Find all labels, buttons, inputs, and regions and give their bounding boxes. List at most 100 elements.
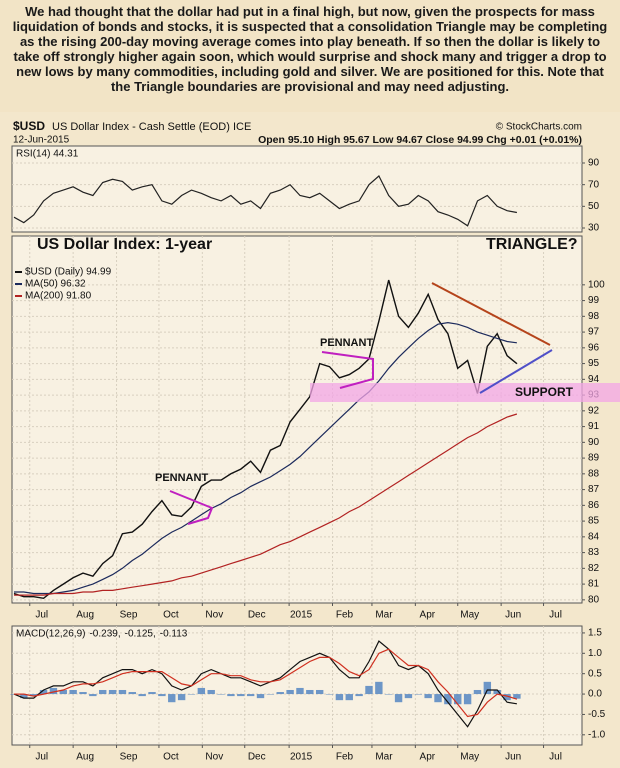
series-line <box>14 413 518 596</box>
x-tick-label: 2015 <box>290 610 313 621</box>
histogram-bar <box>335 694 344 701</box>
y-tick-label: 0.0 <box>588 689 602 700</box>
series-line <box>13 279 518 600</box>
y-tick-label: 1.5 <box>588 628 602 639</box>
x-tick-label: Dec <box>248 752 266 763</box>
histogram-bar <box>177 694 186 701</box>
histogram-bar <box>315 689 324 695</box>
x-tick-label: Feb <box>336 752 354 763</box>
commentary: We had thought that the dollar had put i… <box>12 4 608 94</box>
y-tick-label: 94 <box>588 374 600 385</box>
legend-label: MA(50) 96.32 <box>25 279 86 290</box>
histogram-bar <box>286 689 294 695</box>
x-tick-label: Aug <box>76 610 94 621</box>
histogram-bar <box>89 694 97 697</box>
x-tick-label: Mar <box>375 752 393 763</box>
x-tick-label: Oct <box>163 752 179 763</box>
panel-label: MACD(12,26,9) <box>16 629 85 640</box>
series-line <box>13 175 518 227</box>
y-tick-label: 100 <box>588 279 605 290</box>
histogram-bar <box>118 689 127 695</box>
y-tick-label: 89 <box>588 453 600 464</box>
x-tick-label: Jun <box>505 752 521 763</box>
x-tick-label: Sep <box>120 752 138 763</box>
pennant <box>169 490 214 525</box>
histogram-bar <box>148 692 156 695</box>
histogram-bar <box>246 694 255 697</box>
y-tick-label: 30 <box>588 223 600 234</box>
histogram-bar <box>108 689 117 695</box>
histogram-bar <box>454 694 462 705</box>
histogram-bar <box>473 689 482 695</box>
y-tick-label: 0.5 <box>588 668 602 679</box>
histogram-bar <box>128 692 137 695</box>
y-tick-label: 96 <box>588 342 600 353</box>
y-tick-label: 95 <box>588 358 600 369</box>
x-tick-label: Jun <box>505 610 521 621</box>
histogram-bar <box>69 689 77 695</box>
panel <box>11 625 583 746</box>
y-tick-label: 91 <box>588 421 600 432</box>
x-tick-label: Sep <box>120 610 138 621</box>
histogram-bar <box>207 689 215 695</box>
histogram-bar <box>325 694 334 695</box>
histogram-bar <box>355 694 363 697</box>
y-tick-label: 84 <box>588 531 600 542</box>
histogram-bar <box>296 687 304 695</box>
y-tick-label: -1.0 <box>588 729 606 740</box>
histogram-bar <box>345 694 353 701</box>
triangle-lower <box>479 349 553 394</box>
y-tick-label: 50 <box>588 201 600 212</box>
x-tick-label: Apr <box>420 752 436 763</box>
histogram-bar <box>168 694 176 703</box>
x-tick-label: Jul <box>549 752 562 763</box>
histogram-bar <box>483 681 492 695</box>
y-tick-label: 82 <box>588 563 600 574</box>
legend-label: $USD (Daily) 94.99 <box>25 267 112 278</box>
y-tick-label: 1.0 <box>588 648 602 659</box>
histogram-bar <box>138 694 146 697</box>
source: © StockCharts.com <box>496 122 582 133</box>
x-tick-label: Mar <box>375 610 393 621</box>
x-tick-label: Feb <box>336 610 354 621</box>
symbol: $USD <box>13 119 45 133</box>
y-tick-label: 97 <box>588 327 600 338</box>
histogram-bar <box>79 692 87 695</box>
histogram-bar <box>29 694 38 697</box>
annotation: TRIANGLE? <box>486 236 578 253</box>
histogram-bar <box>404 694 413 699</box>
histogram-bar <box>414 694 422 695</box>
histogram-bar <box>237 694 245 697</box>
panel-label: RSI(14) 44.31 <box>16 149 79 160</box>
histogram-bar <box>256 694 265 699</box>
histogram-bar <box>49 687 58 695</box>
annotation: US Dollar Index: 1-year <box>37 236 212 253</box>
histogram-bar <box>227 694 235 697</box>
legend-label: -0.239, <box>89 629 120 640</box>
histogram-bar <box>444 694 452 705</box>
y-tick-label: 87 <box>588 484 600 495</box>
annotation: PENNANT <box>320 337 373 349</box>
pennant <box>321 351 374 389</box>
x-tick-label: May <box>460 610 479 621</box>
histogram-bar <box>158 694 166 697</box>
y-tick-label: 98 <box>588 311 600 322</box>
histogram-bar <box>463 694 472 705</box>
y-tick-label: 83 <box>588 547 600 558</box>
y-tick-label: 81 <box>588 579 600 590</box>
x-tick-label: Jul <box>35 752 48 763</box>
series-line <box>13 640 517 728</box>
y-tick-label: 85 <box>588 516 600 527</box>
y-tick-label: 99 <box>588 295 600 306</box>
histogram-bar <box>306 689 314 695</box>
x-tick-label: Oct <box>163 610 179 621</box>
histogram-bar <box>385 694 393 695</box>
x-tick-label: Apr <box>420 610 436 621</box>
histogram-bar <box>394 694 403 703</box>
legend-label: MA(200) 91.80 <box>25 291 92 302</box>
histogram-bar <box>503 694 511 701</box>
y-tick-label: 90 <box>588 158 600 169</box>
histogram-bar <box>197 687 206 695</box>
series-line <box>14 321 517 595</box>
